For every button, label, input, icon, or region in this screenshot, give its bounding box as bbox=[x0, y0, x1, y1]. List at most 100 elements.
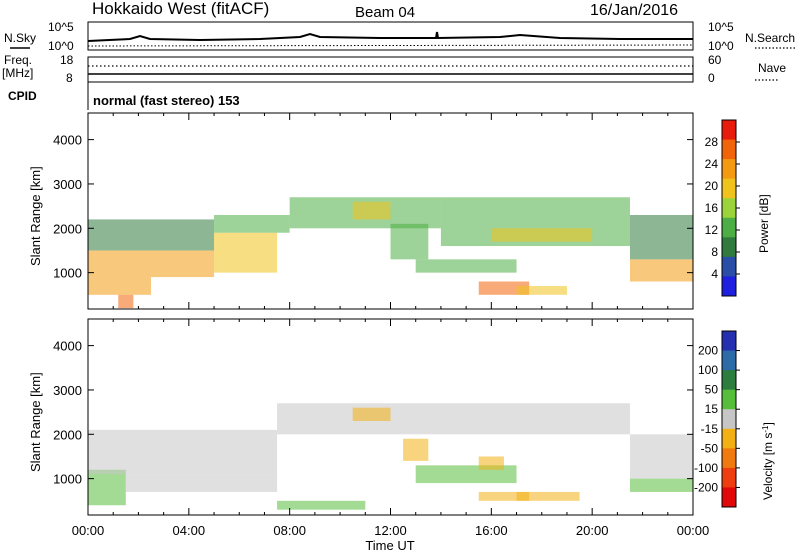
scatter-cell bbox=[88, 219, 152, 251]
y-tick-label: 2000 bbox=[53, 221, 82, 236]
velocity-colorbar-label-sup: -1 bbox=[761, 425, 770, 433]
power-x-ticks bbox=[87, 113, 694, 309]
colorbar-swatch bbox=[722, 276, 736, 297]
scatter-cell bbox=[277, 403, 630, 435]
scatter-cell bbox=[390, 223, 429, 260]
station-title: Hokkaido West (fitACF) bbox=[92, 0, 269, 18]
colorbar-swatch bbox=[722, 159, 736, 180]
y-tick-label: 3000 bbox=[53, 177, 82, 192]
scatter-cell bbox=[629, 434, 693, 479]
scatter-cell bbox=[478, 456, 504, 470]
velocity-colorbar-label: Velocity [m s-1] bbox=[761, 422, 775, 500]
scatter-cell bbox=[118, 294, 134, 309]
cpid-label: CPID bbox=[8, 89, 37, 103]
nsky-frame bbox=[87, 21, 694, 51]
colorbar-tick-label: 100 bbox=[698, 363, 718, 377]
nave-label: Nave bbox=[758, 61, 786, 75]
nsky-label: N.Sky bbox=[4, 31, 36, 45]
nsky-panel: N.Sky 10^5 10^0 N.Search 10^5 10^0 bbox=[4, 20, 795, 53]
colorbar-swatch bbox=[722, 331, 736, 352]
y-tick-label: 1000 bbox=[53, 266, 82, 281]
colorbar-swatch bbox=[722, 237, 736, 258]
power-ylabel: Slant Range [km] bbox=[28, 166, 43, 266]
y-tick-label: 2000 bbox=[53, 427, 82, 442]
scatter-cell bbox=[352, 201, 391, 220]
x-tick-label: 08:00 bbox=[273, 523, 306, 538]
colorbar-swatch bbox=[722, 428, 736, 449]
scatter-cell bbox=[88, 469, 126, 506]
freq-tick-bottom: 8 bbox=[66, 71, 73, 85]
x-tick-label: 12:00 bbox=[374, 523, 407, 538]
colorbar-tick-label: -100 bbox=[694, 461, 718, 475]
freq-frame bbox=[87, 56, 694, 83]
colorbar-tick-label: 200 bbox=[698, 344, 718, 358]
colorbar-tick-label: -15 bbox=[701, 422, 719, 436]
x-tick-label: 04:00 bbox=[173, 523, 206, 538]
scatter-cell bbox=[491, 228, 593, 242]
scatter-cell bbox=[415, 259, 517, 273]
scatter-cell bbox=[629, 214, 693, 260]
scatter-cell bbox=[629, 259, 693, 282]
scatter-cell bbox=[214, 214, 290, 233]
velocity-colorbar-label-end: ] bbox=[761, 422, 775, 425]
power-colorbar-label: Power [dB] bbox=[757, 194, 771, 253]
scatter-cell bbox=[151, 219, 215, 251]
colorbar-tick-label: 20 bbox=[705, 179, 719, 193]
colorbar-tick-label: -200 bbox=[694, 480, 718, 494]
colorbar-swatch bbox=[722, 487, 736, 508]
x-tick-label: 00:00 bbox=[677, 523, 710, 538]
scatter-cell bbox=[214, 232, 278, 273]
scatter-cell bbox=[516, 285, 567, 295]
power-cells bbox=[88, 197, 693, 309]
colorbar-swatch bbox=[722, 409, 736, 430]
scatter-cell bbox=[277, 500, 366, 510]
freq-label: Freq. bbox=[4, 53, 32, 67]
colorbar-swatch bbox=[722, 448, 736, 469]
power-panel: Slant Range [km] 1000 2000 3000 4000 4 8 12 16… bbox=[28, 112, 771, 310]
nsearch-tick-bottom: 10^0 bbox=[708, 39, 734, 53]
power-colorbar: 4 8 12 16 20 24 28 bbox=[705, 119, 740, 297]
velocity-colorbar-label-main: Velocity [m s bbox=[761, 433, 775, 500]
colorbar-swatch bbox=[722, 217, 736, 238]
colorbar-tick-label: -50 bbox=[701, 441, 719, 455]
colorbar-swatch bbox=[722, 178, 736, 199]
y-tick-label: 1000 bbox=[53, 472, 82, 487]
colorbar-swatch bbox=[722, 198, 736, 219]
colorbar-tick-label: 12 bbox=[705, 223, 719, 237]
x-tick-label: 16:00 bbox=[475, 523, 508, 538]
colorbar-swatch bbox=[722, 256, 736, 277]
scatter-cell bbox=[403, 438, 429, 461]
nsky-trace bbox=[87, 31, 693, 42]
scatter-cell bbox=[88, 429, 278, 475]
colorbar-swatch bbox=[722, 120, 736, 141]
cpid-text: normal (fast stereo) 153 bbox=[93, 93, 240, 108]
nsearch-tick-top: 10^5 bbox=[708, 20, 734, 34]
y-tick-label: 4000 bbox=[53, 133, 82, 148]
scatter-cell bbox=[352, 407, 391, 421]
nsky-tick-top: 10^5 bbox=[48, 20, 74, 34]
colorbar-swatch bbox=[722, 350, 736, 371]
velocity-colorbar: 200 100 50 15 -15 -50 -100 -200 bbox=[694, 330, 740, 508]
colorbar-swatch bbox=[722, 467, 736, 488]
velocity-x-ticks bbox=[87, 319, 694, 515]
colorbar-tick-label: 28 bbox=[705, 135, 719, 149]
velocity-ylabel: Slant Range [km] bbox=[28, 372, 43, 472]
colorbar-tick-label: 4 bbox=[711, 267, 718, 281]
scatter-cell bbox=[88, 250, 152, 295]
velocity-panel: Slant Range [km] 1000 2000 3000 4000 200 100… bbox=[28, 318, 775, 516]
x-tick-label: 00:00 bbox=[72, 523, 105, 538]
x-tick-label: 20:00 bbox=[576, 523, 609, 538]
beam-label: Beam 04 bbox=[355, 4, 415, 21]
colorbar-swatch bbox=[722, 370, 736, 391]
x-tick-labels: 00:00 04:00 08:00 12:00 16:00 20:00 00:00 bbox=[72, 523, 710, 538]
colorbar-swatch bbox=[722, 389, 736, 410]
scatter-cell bbox=[125, 474, 278, 492]
colorbar-tick-label: 15 bbox=[705, 402, 719, 416]
colorbar-swatch bbox=[722, 139, 736, 160]
freq-unit: [MHz] bbox=[2, 66, 33, 80]
nave-tick-top: 60 bbox=[708, 53, 722, 67]
y-tick-label: 4000 bbox=[53, 339, 82, 354]
x-axis-label: Time UT bbox=[365, 538, 414, 553]
nsky-tick-bottom: 10^0 bbox=[48, 39, 74, 53]
